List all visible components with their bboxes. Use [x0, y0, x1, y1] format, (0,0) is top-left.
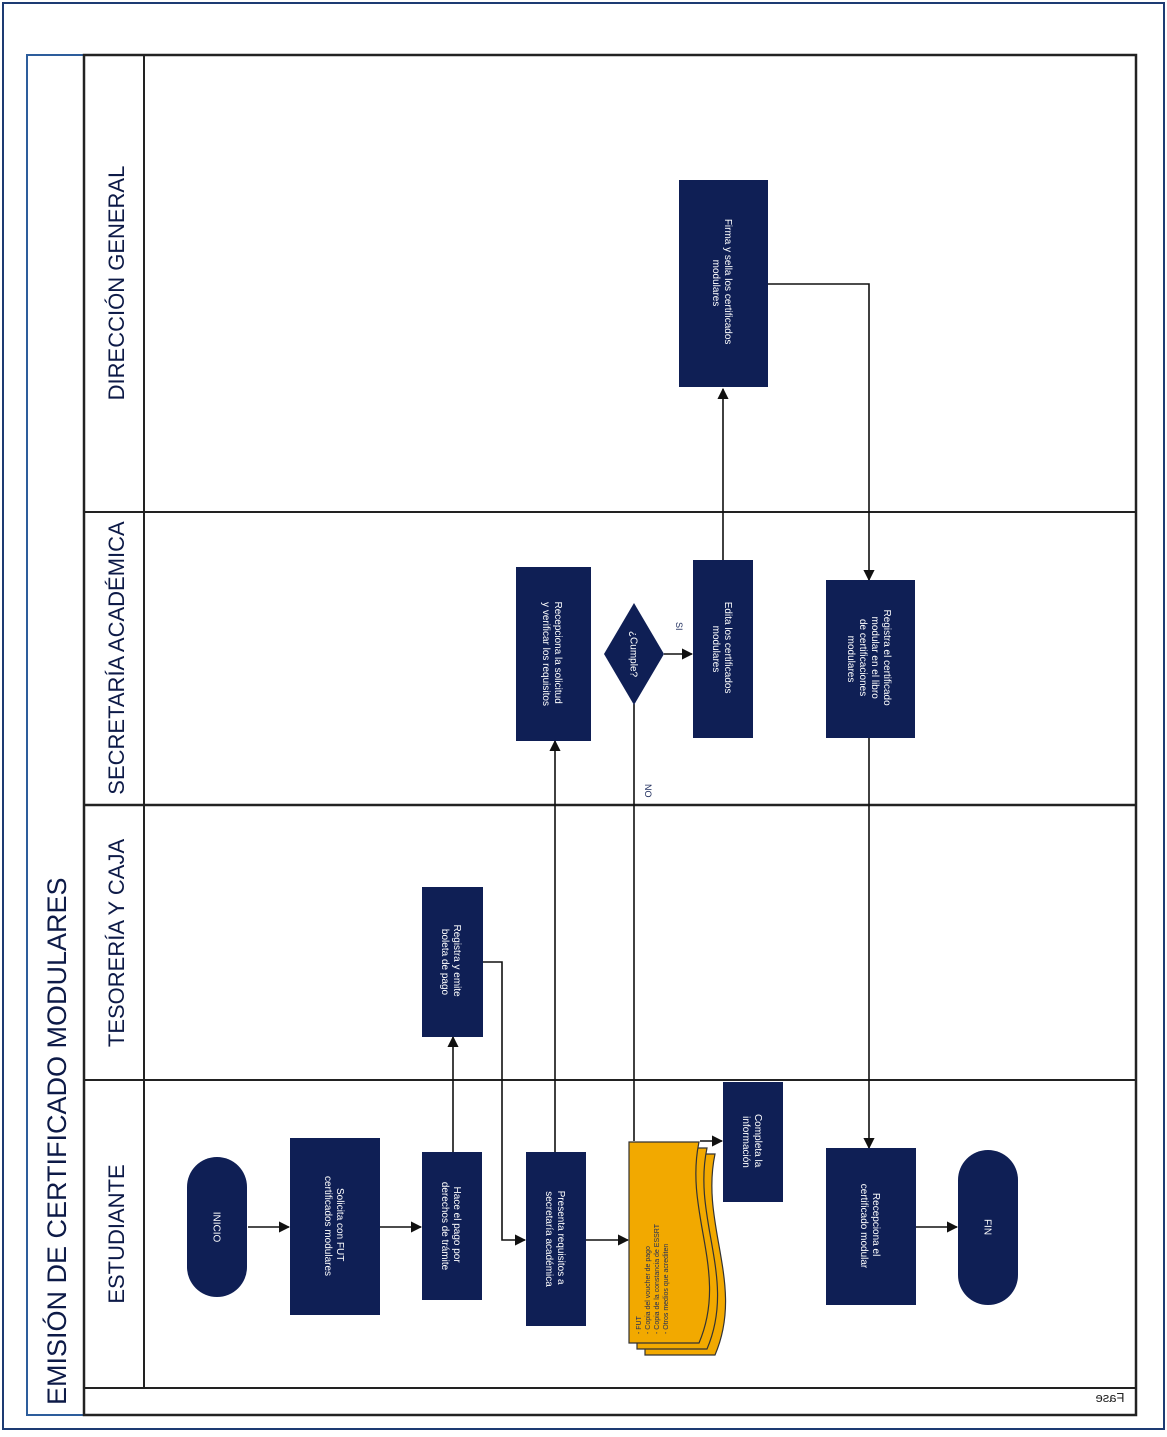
svg-text:FIN: FIN	[982, 1219, 993, 1235]
svg-text:Solicita con FUT certifi: Solicita con FUT certificados modulares	[322, 1176, 345, 1276]
phase-label: Fase	[1096, 1390, 1125, 1405]
process-edita: Edita los certificados modulares	[693, 560, 753, 738]
svg-text:Recepciona la solicitud: Recepciona la solicitud y verificar los …	[540, 601, 563, 706]
svg-text:Presenta requisitos a se: Presenta requisitos a secretaría académi…	[543, 1191, 566, 1288]
end-terminator: FIN	[958, 1150, 1018, 1305]
lane-header-estudiante: ESTUDIANTE	[104, 1164, 129, 1303]
process-firma: Firma y sella los certificados modulares	[679, 180, 768, 387]
lane-header-direccion: DIRECCIÓN GENERAL	[104, 166, 129, 401]
svg-text:Edita los certificados m: Edita los certificados modulares	[710, 602, 733, 697]
svg-text:Completa la información: Completa la información	[740, 1114, 763, 1170]
lane-header-secretaria: SECRETARÍA ACADÉMICA	[104, 521, 129, 795]
svg-text:Registra y emite boleta: Registra y emite boleta de pago	[439, 924, 462, 999]
svg-text:Hace el pago por derecho: Hace el pago por derechos de trámite	[439, 1182, 462, 1271]
connectors	[248, 283, 959, 1246]
start-terminator: INICIO	[187, 1157, 247, 1297]
process-pago: Hace el pago por derechos de trámite	[422, 1152, 482, 1300]
swimlane-grid	[82, 53, 1138, 1417]
svg-text:- FUT - Copia del vouche: - FUT - Copia del voucher de pago - Copi…	[636, 1222, 670, 1334]
edge-firma-registra	[768, 283, 875, 582]
diagram-title: EMISIÓN DE CERTIFICADO MODULARES	[41, 877, 72, 1405]
svg-text:¿Cumple?: ¿Cumple?	[628, 631, 639, 678]
process-recepciona-solicitud: Recepciona la solicitud y verificar los …	[516, 567, 591, 741]
lane-header-tesoreria: TESORERÍA Y CAJA	[104, 839, 129, 1048]
edge-label-si: SI	[674, 622, 684, 631]
svg-text:Recepciona el certificad: Recepciona el certificado modular	[858, 1184, 881, 1269]
process-completa: Completa la información	[723, 1082, 783, 1202]
decision-cumple: ¿Cumple?	[604, 603, 664, 705]
svg-text:Firma y sella los certificados: Firma y sella los certificados modulares	[710, 219, 733, 347]
process-registra-libro: Registra el certificado modular en el li…	[826, 580, 915, 738]
process-solicita: Solicita con FUT certificados modulares	[290, 1138, 380, 1315]
svg-text:INICIO: INICIO	[211, 1212, 222, 1243]
svg-text:Registra el certificado: Registra el certificado modular en el li…	[845, 610, 892, 709]
edge-boleta-presenta	[483, 961, 527, 1246]
document-stack: - FUT - Copia del voucher de pago - Copi…	[628, 1141, 727, 1356]
process-presenta: Presenta requisitos a secretaría académi…	[526, 1152, 586, 1326]
edge-label-no: NO	[643, 784, 653, 798]
process-recepciona-certificado: Recepciona el certificado modular	[826, 1148, 916, 1305]
process-registra-boleta: Registra y emite boleta de pago	[422, 887, 483, 1037]
